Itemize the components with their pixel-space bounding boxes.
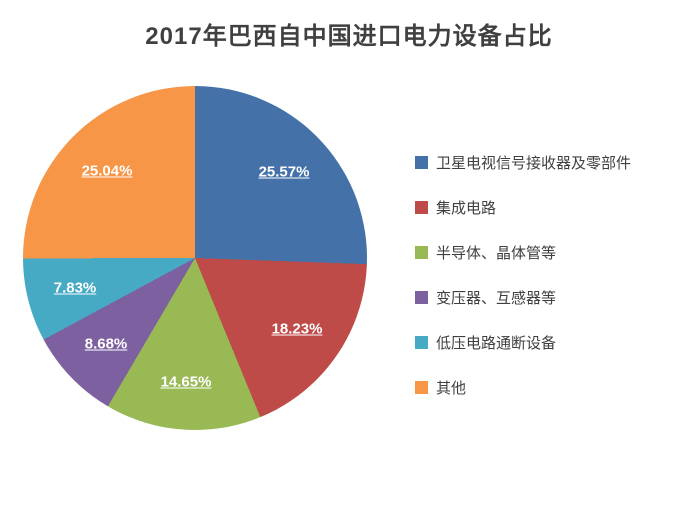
legend-label: 低压电路通断设备 xyxy=(436,334,557,352)
legend-label: 其他 xyxy=(436,379,467,397)
legend-label: 集成电路 xyxy=(436,199,497,217)
legend-swatch-icon xyxy=(415,335,428,349)
legend-item: 其他 xyxy=(415,377,631,397)
pie-chart: 25.57% 18.23% 14.65% 8.68% 7.83% 25.04% xyxy=(23,86,367,430)
pie-slice-label: 8.68% xyxy=(84,335,128,353)
legend-item: 低压电路通断设备 xyxy=(415,332,631,352)
legend-label: 半导体、晶体管等 xyxy=(436,244,557,262)
legend-swatch-icon xyxy=(415,155,428,169)
legend-item: 变压器、互感器等 xyxy=(415,287,631,307)
legend-label: 变压器、互感器等 xyxy=(436,289,557,307)
chart-legend: 卫星电视信号接收器及零部件 集成电路半导体、晶体管等 变压器、互感器等 低压电路通断设… xyxy=(415,152,631,422)
legend-swatch-icon xyxy=(415,380,428,394)
legend-label: 卫星电视信号接收器及零部件 xyxy=(436,154,632,172)
legend-swatch-icon xyxy=(415,200,428,214)
legend-item: 卫星电视信号接收器及零部件 xyxy=(415,152,631,172)
pie-slice-label: 14.65% xyxy=(160,373,212,391)
pie-slice-label: 7.83% xyxy=(53,279,97,297)
pie-slice-label: 25.57% xyxy=(258,163,310,181)
legend-item: 集成电路 xyxy=(415,197,631,217)
pie-slice-label: 18.23% xyxy=(271,320,323,338)
legend-swatch-icon xyxy=(415,245,428,259)
legend-item: 半导体、晶体管等 xyxy=(415,242,631,262)
chart-title: 2017年巴西自中国进口电力设备占比 xyxy=(145,23,553,50)
legend-swatch-icon xyxy=(415,290,428,304)
pie-slice-label: 25.04% xyxy=(81,162,133,180)
